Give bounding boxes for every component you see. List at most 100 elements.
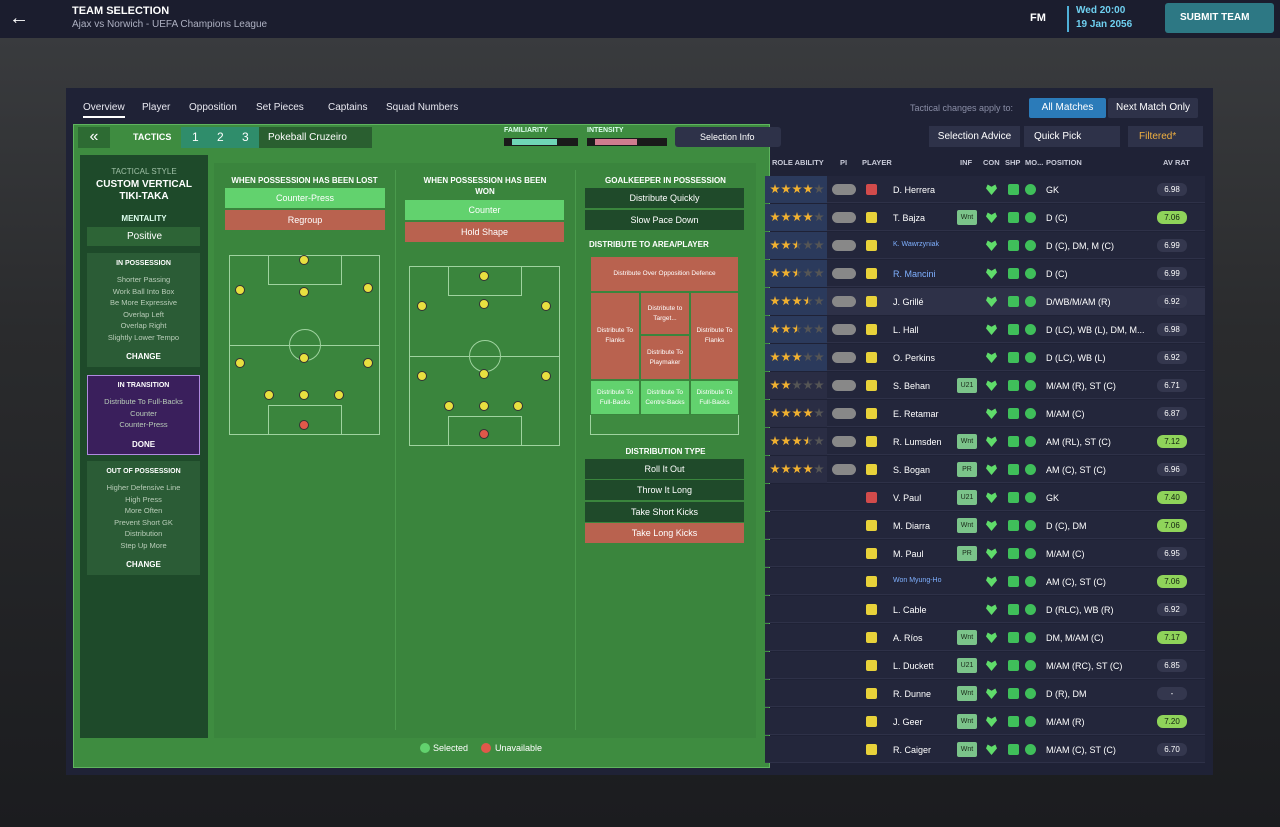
option-button[interactable]: Hold Shape	[405, 222, 564, 242]
player-name[interactable]: S. Behan	[893, 381, 931, 391]
phase-item: Work Ball Into Box	[112, 286, 175, 296]
player-name[interactable]: E. Retamar	[893, 409, 939, 419]
tactic-slot[interactable]: 3	[242, 130, 249, 144]
shirt	[866, 240, 877, 251]
tactic-slot[interactable]: 1	[192, 130, 199, 144]
distribution-area[interactable]: Distribute Over Opposition Defence	[590, 256, 739, 292]
distribution-area[interactable]: Distribute To Centre-Backs	[640, 380, 690, 415]
tab[interactable]: Player	[142, 102, 171, 113]
phase-action[interactable]: CHANGE	[126, 352, 161, 361]
option-button[interactable]: Distribute Quickly	[585, 188, 744, 208]
player-name[interactable]: O. Perkins	[893, 353, 936, 363]
morale	[1025, 296, 1036, 307]
phase-title: IN POSSESSION	[116, 260, 171, 267]
tab[interactable]: Set Pieces	[256, 102, 304, 113]
table-row[interactable]	[765, 624, 1205, 651]
filter[interactable]: Filtered*	[1128, 126, 1203, 147]
shirt	[866, 184, 877, 195]
tab[interactable]: Opposition	[189, 102, 237, 113]
player-name[interactable]: L. Hall	[893, 325, 919, 335]
table-row[interactable]	[765, 736, 1205, 763]
table-row[interactable]	[765, 372, 1205, 399]
player-name[interactable]: R. Lumsden	[893, 437, 942, 447]
player-name[interactable]: L. Duckett	[893, 661, 934, 671]
tab[interactable]: Squad Numbers	[386, 102, 459, 113]
table-row[interactable]	[765, 204, 1205, 231]
player-name[interactable]: A. Ríos	[893, 633, 923, 643]
mentality-dropdown[interactable]: Positive	[87, 227, 200, 246]
rating: 6.98	[1157, 323, 1187, 336]
tactic-slot[interactable]: 2	[217, 130, 224, 144]
player-name[interactable]: R. Mancini	[893, 269, 936, 279]
player-name[interactable]: Won Myung-Ho	[893, 577, 942, 584]
phase-action[interactable]: DONE	[131, 440, 156, 449]
distribution-area[interactable]: Distribute To Flanks	[690, 292, 739, 380]
table-row[interactable]	[765, 288, 1205, 315]
shirt	[866, 660, 877, 671]
table-row[interactable]	[765, 484, 1205, 511]
collapse-button[interactable]: «	[78, 127, 110, 148]
star	[792, 212, 802, 222]
selection-advice[interactable]: Selection Advice	[929, 126, 1020, 147]
quick-pick[interactable]: Quick Pick	[1024, 126, 1120, 147]
option-button[interactable]: Counter-Press	[225, 188, 385, 208]
table-row[interactable]	[765, 456, 1205, 483]
player-name[interactable]: M. Paul	[893, 549, 924, 559]
table-row[interactable]	[765, 596, 1205, 623]
option-button[interactable]: Slow Pace Down	[585, 210, 744, 230]
tactic-dropdown[interactable]	[259, 127, 372, 148]
table-row[interactable]	[765, 568, 1205, 595]
back-button[interactable]: ←	[9, 7, 29, 29]
table-row[interactable]	[765, 428, 1205, 455]
player-name[interactable]: R. Dunne	[893, 689, 932, 699]
distribution-area[interactable]: Distribute to Target...	[640, 292, 690, 335]
distribution-area[interactable]: Distribute To Full-Backs	[590, 380, 640, 415]
table-row[interactable]	[765, 540, 1205, 567]
tab[interactable]: Captains	[328, 102, 368, 113]
player-name[interactable]: R. Caiger	[893, 745, 932, 755]
phase-action[interactable]: CHANGE	[126, 560, 161, 569]
table-row[interactable]	[765, 680, 1205, 707]
table-row[interactable]	[765, 176, 1205, 203]
player-name[interactable]: S. Bogan	[893, 465, 931, 475]
sharpness	[1008, 352, 1019, 363]
table-row[interactable]	[765, 344, 1205, 371]
selection-info[interactable]: Selection Info	[675, 127, 781, 147]
sharpness	[1008, 268, 1019, 279]
star	[781, 184, 791, 194]
player-name[interactable]: V. Paul	[893, 493, 922, 503]
table-row[interactable]	[765, 232, 1205, 259]
position: M/AM (RC), ST (C)	[1046, 661, 1123, 671]
table-row[interactable]	[765, 260, 1205, 287]
option-button[interactable]: Roll It Out	[585, 459, 744, 479]
distribution-area[interactable]: Distribute To Flanks	[590, 292, 640, 380]
player-name[interactable]: M. Diarra	[893, 521, 931, 531]
condition	[986, 352, 997, 363]
player-name[interactable]: T. Bajza	[893, 213, 926, 223]
option-button[interactable]: All Matches	[1029, 98, 1106, 118]
option-button[interactable]: Counter	[405, 200, 564, 220]
submit-button[interactable]: SUBMIT TEAM	[1165, 3, 1274, 33]
option-button[interactable]: Next Match Only	[1108, 98, 1198, 118]
table-row[interactable]	[765, 652, 1205, 679]
player-name[interactable]: J. Grillé	[893, 297, 924, 307]
position: DM, M/AM (C)	[1046, 633, 1104, 643]
player-name[interactable]: J. Geer	[893, 717, 923, 727]
player-name[interactable]: L. Cable	[893, 605, 927, 615]
pi-toggle	[832, 436, 856, 447]
table-row[interactable]	[765, 512, 1205, 539]
legend-dot	[481, 743, 491, 753]
distribution-area[interactable]: Distribute To Full-Backs	[690, 380, 739, 415]
style-name: CUSTOM VERTICAL	[96, 179, 192, 190]
player-name[interactable]: K. Wawrzyniak	[893, 241, 940, 248]
player-name[interactable]: D. Herrera	[893, 185, 936, 195]
distribution-area[interactable]: Distribute To Playmaker	[640, 335, 690, 380]
tab[interactable]: Overview	[83, 102, 125, 118]
option-button[interactable]: Throw It Long	[585, 480, 744, 501]
star	[792, 268, 802, 278]
option-button[interactable]: Take Short Kicks	[585, 501, 744, 522]
option-button[interactable]: Take Long Kicks	[585, 522, 744, 543]
option-button[interactable]: Regroup	[225, 210, 385, 230]
table-row[interactable]	[765, 708, 1205, 735]
table-row[interactable]	[765, 400, 1205, 427]
